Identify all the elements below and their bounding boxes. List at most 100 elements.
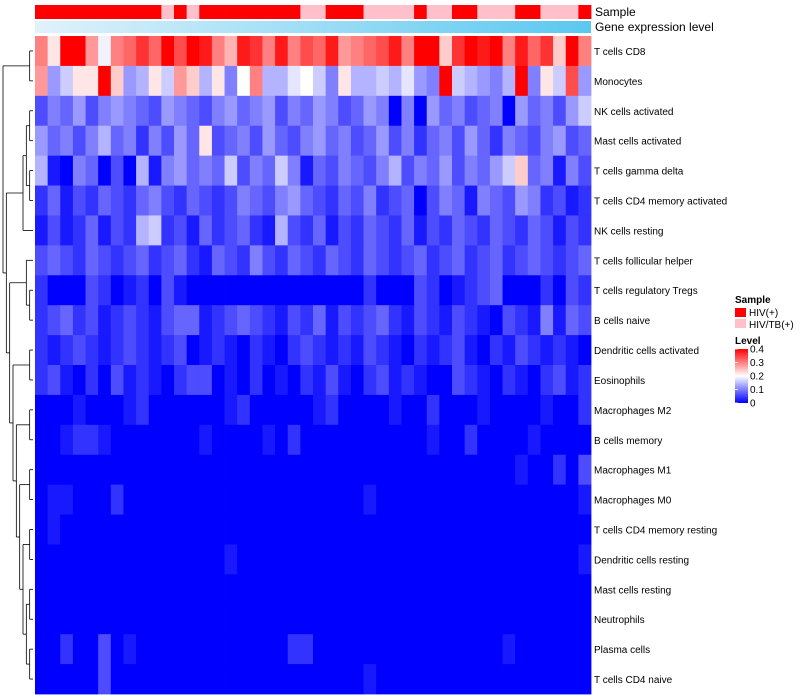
heatmap-cell [565, 36, 579, 67]
heatmap-cell [224, 305, 238, 336]
heatmap-cell [363, 125, 377, 157]
heatmap-cell [452, 424, 466, 456]
heatmap-cell [452, 185, 466, 216]
heatmap-cell [35, 65, 49, 97]
heatmap-cell [376, 65, 390, 97]
heatmap-cell [237, 155, 251, 186]
heatmap-cell [287, 95, 301, 127]
heatmap-cell [502, 484, 516, 515]
heatmap-cell [72, 275, 86, 306]
heatmap-cell [363, 394, 377, 426]
heatmap-cell [98, 305, 112, 336]
heatmap-cell [224, 155, 238, 186]
heatmap-cell [439, 514, 453, 545]
heatmap-cell [275, 275, 289, 306]
heatmap-cell [338, 36, 352, 67]
heatmap-cell [161, 424, 175, 456]
heatmap-cell [161, 215, 175, 246]
heatmap-cell [350, 664, 364, 695]
heatmap-cell [224, 604, 238, 635]
heatmap-cell [426, 185, 440, 216]
heatmap-cell [199, 454, 213, 486]
heatmap-cell [350, 484, 364, 515]
heatmap-cell [565, 604, 579, 635]
level-tick-label: 0.3 [750, 358, 764, 369]
heatmap-cell [60, 305, 74, 336]
heatmap-cell [35, 125, 49, 157]
heatmap-cell [325, 424, 339, 456]
heatmap-cell [249, 275, 263, 306]
heatmap-cell [477, 95, 491, 127]
heatmap-cell [161, 634, 175, 665]
heatmap-cell [540, 484, 554, 515]
heatmap-cell [401, 95, 415, 127]
heatmap-cell [452, 36, 466, 67]
sample-annotation-cell [553, 5, 567, 19]
heatmap-cell [452, 365, 466, 396]
heatmap-cell [363, 155, 377, 186]
heatmap-cell [578, 634, 592, 665]
heatmap-cell [489, 335, 503, 366]
heatmap-cell [363, 275, 377, 306]
heatmap-cell [489, 36, 503, 67]
heatmap-cell [237, 305, 251, 336]
heatmap-cell [224, 185, 238, 216]
heatmap-cell [338, 185, 352, 216]
heatmap-cell [553, 424, 567, 456]
heatmap-cell [489, 275, 503, 306]
heatmap-cell [224, 574, 238, 605]
heatmap-cell [553, 365, 567, 396]
heatmap-cell [60, 95, 74, 127]
sample-annotation-cell [287, 5, 301, 19]
heatmap-cell [98, 275, 112, 306]
row-labels: T cells CD8 Monocytes NK cells activated Ma… [594, 47, 727, 686]
heatmap-cell [527, 185, 541, 216]
heatmap-cell [85, 574, 99, 605]
heatmap-cell [439, 394, 453, 426]
heatmap-cell [565, 125, 579, 157]
heatmap-cell [211, 305, 225, 336]
heatmap-cell [300, 95, 314, 127]
heatmap-cell [174, 544, 188, 575]
heatmap-cell [439, 664, 453, 695]
heatmap-cell [527, 484, 541, 515]
heatmap-cell [565, 574, 579, 605]
heatmap-cell [47, 544, 61, 575]
heatmap-cell [363, 604, 377, 635]
heatmap-cell [275, 305, 289, 336]
heatmap-cell [489, 484, 503, 515]
heatmap-cell [98, 634, 112, 665]
heatmap-cell [110, 365, 124, 396]
heatmap-cell [123, 36, 137, 67]
level-legend-title: Level [735, 336, 761, 347]
heatmap-cell [439, 335, 453, 366]
heatmap-cell [148, 394, 162, 426]
heatmap-cell [224, 394, 238, 426]
heatmap-cell [211, 544, 225, 575]
heatmap-cell [60, 365, 74, 396]
heatmap-cell [325, 484, 339, 515]
heatmap-cell [199, 484, 213, 515]
heatmap-cell [388, 454, 402, 486]
heatmap-cell [363, 305, 377, 336]
heatmap-cell [237, 95, 251, 127]
heatmap-cell [515, 604, 529, 635]
heatmap-cell [174, 514, 188, 545]
sample-annotation-cell [85, 5, 99, 19]
heatmap-cells [35, 36, 592, 695]
heatmap-cell [199, 664, 213, 695]
heatmap-cell [502, 604, 516, 635]
heatmap-cell [136, 185, 150, 216]
heatmap-cell [47, 634, 61, 665]
heatmap-cell [553, 335, 567, 366]
heatmap-cell [98, 424, 112, 456]
heatmap-cell [477, 125, 491, 157]
heatmap-cell [477, 664, 491, 695]
heatmap-cell [426, 245, 440, 276]
heatmap-cell [414, 155, 428, 186]
heatmap-cell [300, 125, 314, 157]
heatmap-cell [464, 484, 478, 515]
heatmap-cell [262, 544, 276, 575]
heatmap-cell [85, 245, 99, 276]
